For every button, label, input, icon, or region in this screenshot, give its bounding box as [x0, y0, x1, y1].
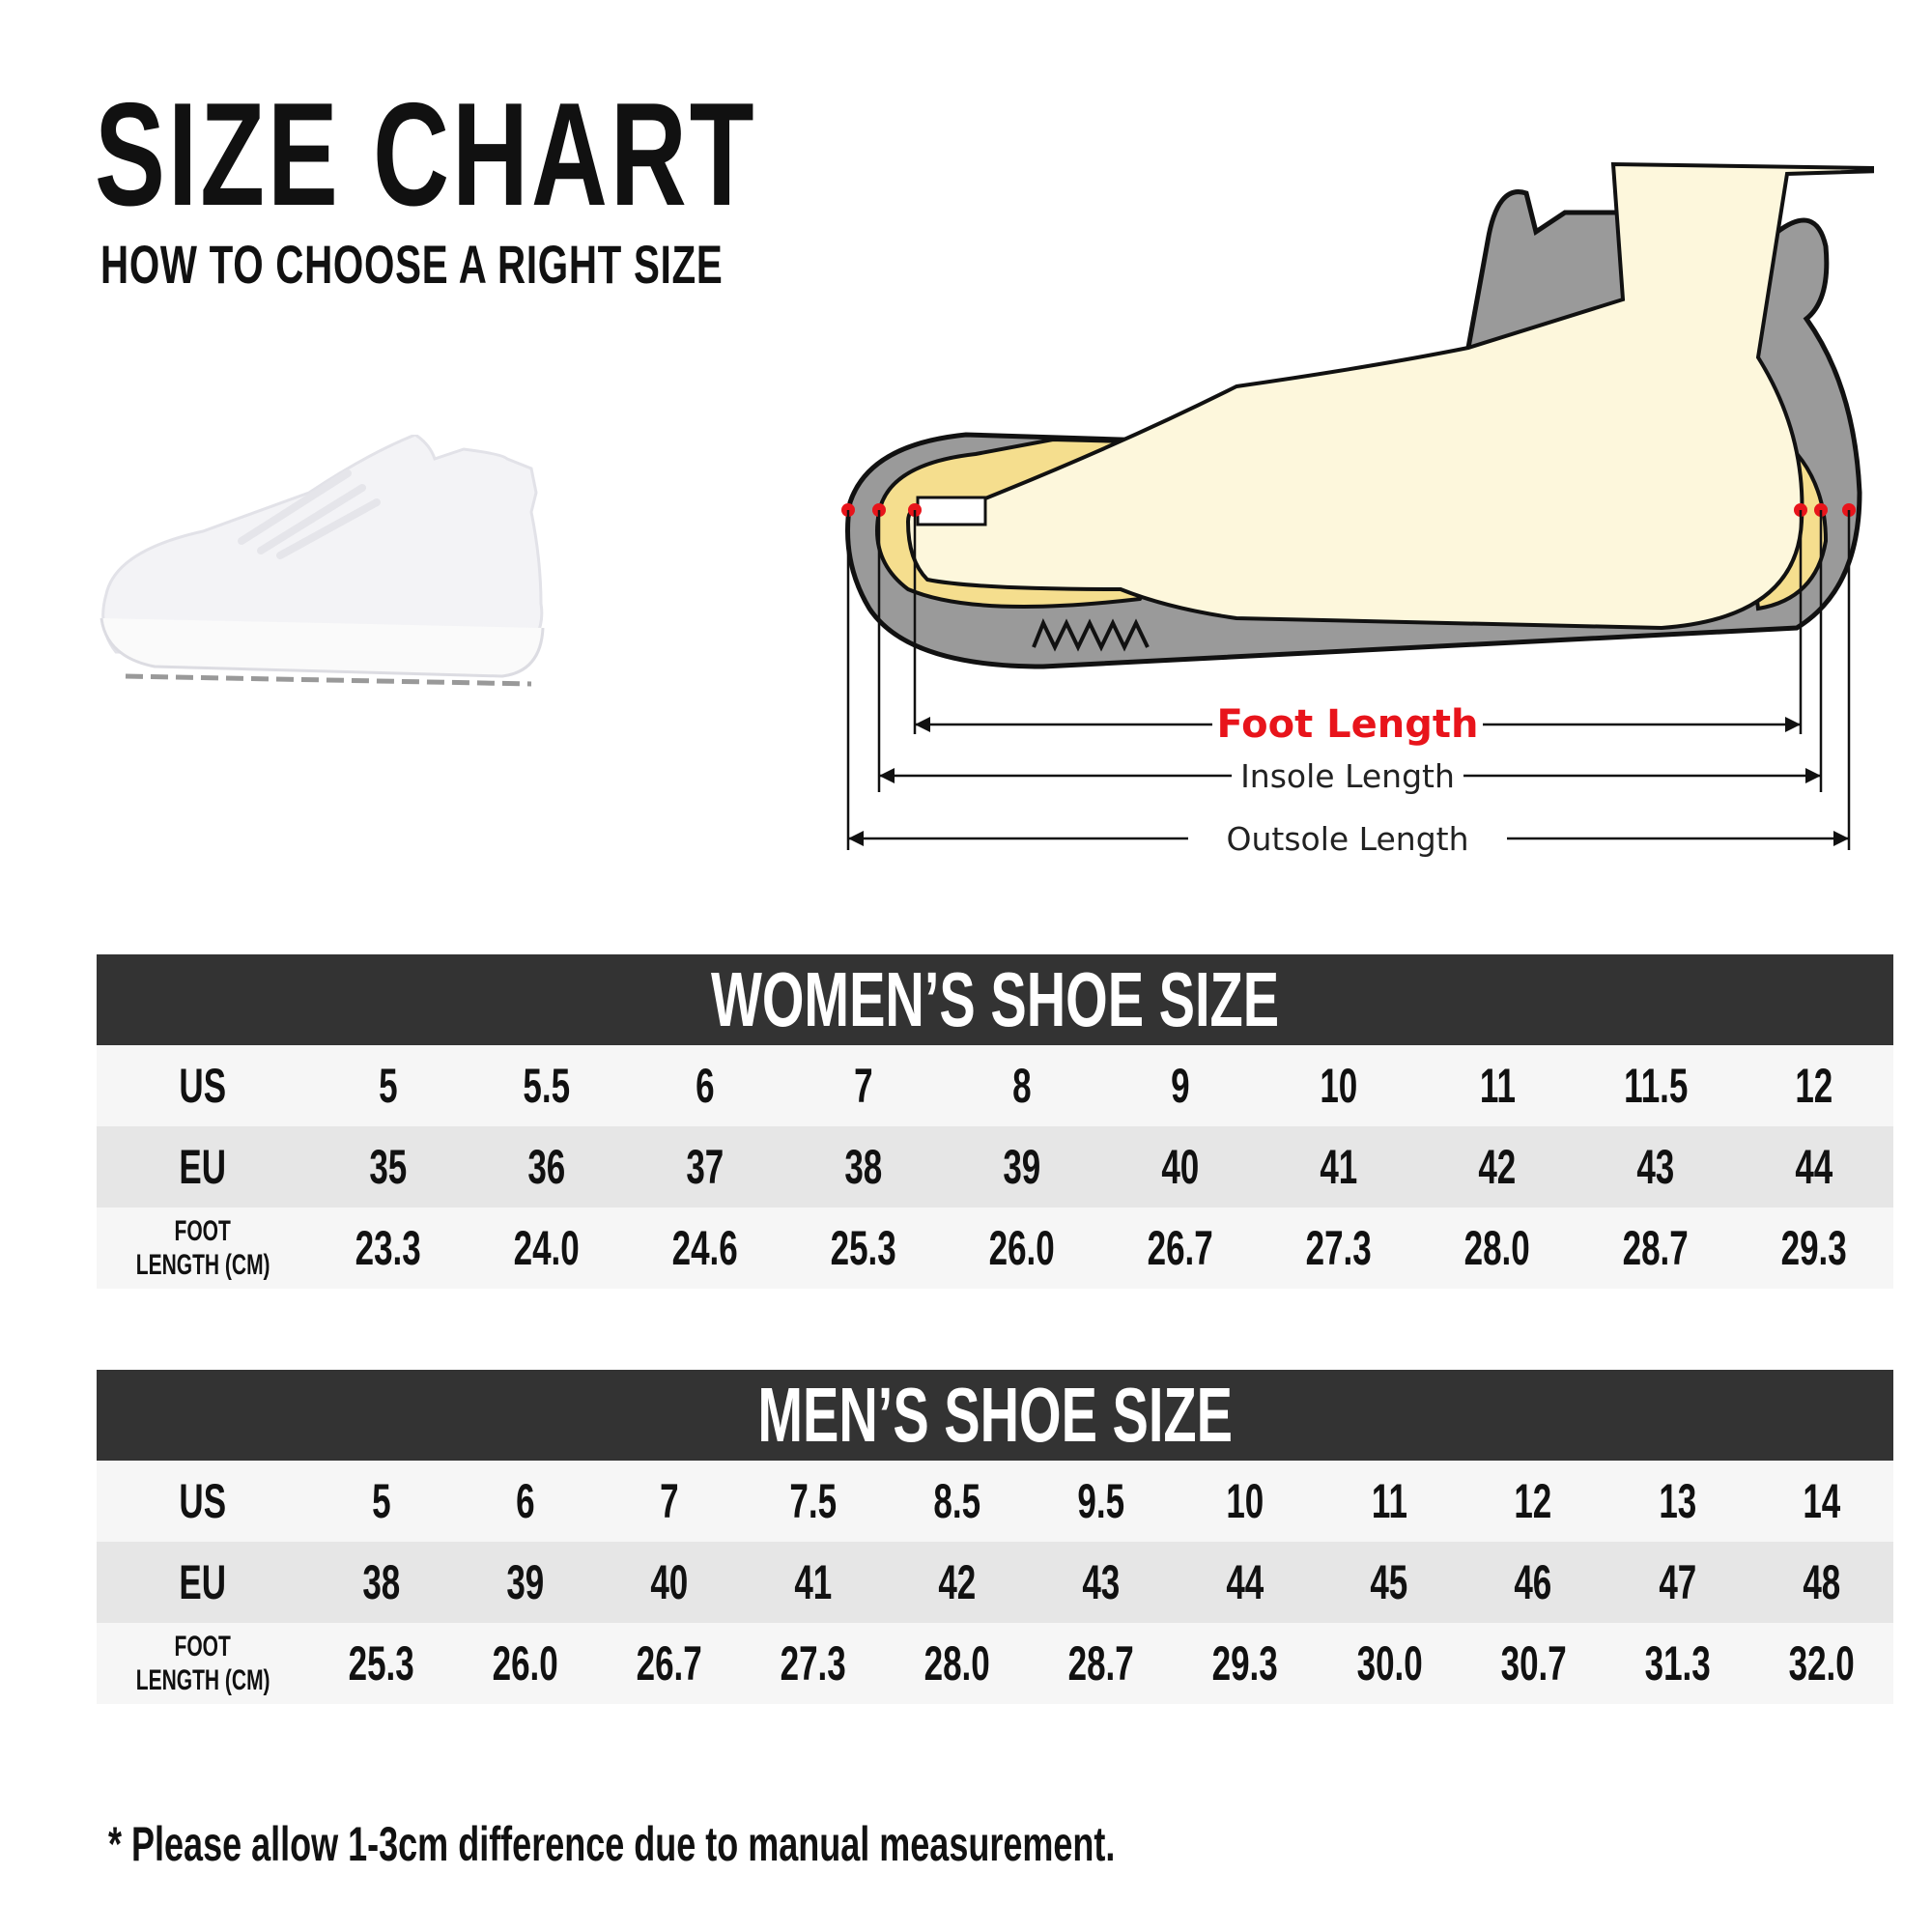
- size-cell: 26.0: [492, 1636, 558, 1690]
- size-cell: 45: [1370, 1555, 1408, 1609]
- size-cell: 23.3: [355, 1221, 422, 1275]
- size-cell: 37: [686, 1140, 724, 1194]
- size-cell: 8.5: [933, 1474, 981, 1528]
- size-cell: 13: [1658, 1474, 1696, 1528]
- womens-us-row: US 5 5.5 6 7 8 9 10 11 11.5 12: [97, 1045, 1893, 1126]
- size-cell: 14: [1803, 1474, 1840, 1528]
- foot-length-label: Foot Length: [1216, 702, 1478, 747]
- size-cell: 44: [1226, 1555, 1264, 1609]
- mens-us-row: US 5 6 7 7.5 8.5 9.5 10 11 12 13 14: [97, 1461, 1893, 1542]
- size-cell: 9: [1171, 1059, 1190, 1113]
- mens-table-title: MEN’S SHOE SIZE: [97, 1370, 1893, 1461]
- size-cell: 12: [1795, 1059, 1833, 1113]
- size-cell: 27.3: [1305, 1221, 1373, 1275]
- size-cell: 6: [515, 1474, 535, 1528]
- womens-size-table: WOMEN’S SHOE SIZE US 5 5.5 6 7 8 9 10 11 11.5 12 E…: [97, 954, 1893, 1289]
- womens-cm-row: FOOT LENGTH (CM) 23.3 24.0 24.6 25.3 26.0 26.7 2…: [97, 1208, 1893, 1289]
- size-cell: 39: [1003, 1140, 1041, 1194]
- size-cell: 28.7: [1622, 1221, 1690, 1275]
- size-cell: 11.5: [1623, 1059, 1689, 1113]
- size-cell: 24.6: [671, 1221, 739, 1275]
- size-cell: 27.3: [780, 1636, 846, 1690]
- size-cell: 29.3: [1780, 1221, 1848, 1275]
- page-title: SIZE CHART: [95, 72, 757, 237]
- size-cell: 48: [1803, 1555, 1840, 1609]
- foot-measurement-diagram: Foot Length Insole Length Outsole Length: [841, 161, 1874, 858]
- size-cell: 26.7: [1147, 1221, 1214, 1275]
- size-cell: 39: [506, 1555, 545, 1609]
- size-cell: 6: [696, 1059, 715, 1113]
- footnote: * Please allow 1-3cm difference due to m…: [108, 1817, 1116, 1871]
- size-cell: 8: [1012, 1059, 1032, 1113]
- size-cell: 42: [938, 1555, 977, 1609]
- size-cell: 36: [527, 1140, 566, 1194]
- insole-length-label: Insole Length: [1240, 757, 1455, 795]
- white-sneaker-image: [99, 435, 545, 687]
- size-cell: 46: [1514, 1555, 1552, 1609]
- mens-cm-row: FOOT LENGTH (CM) 25.3 26.0 26.7 27.3 28.0 28.7 2…: [97, 1623, 1893, 1704]
- size-cell: 40: [650, 1555, 689, 1609]
- size-cell: 32.0: [1788, 1636, 1855, 1690]
- size-cell: 9.5: [1077, 1474, 1125, 1528]
- size-cell: 25.3: [830, 1221, 897, 1275]
- womens-eu-row: EU 35 36 37 38 39 40 41 42 43 44: [97, 1126, 1893, 1208]
- size-cell: 38: [362, 1555, 401, 1609]
- size-cell: 41: [1320, 1140, 1358, 1194]
- size-cell: 38: [844, 1140, 883, 1194]
- size-cell: 28.0: [1463, 1221, 1531, 1275]
- size-cell: 44: [1795, 1140, 1833, 1194]
- size-cell: 11: [1371, 1474, 1407, 1528]
- size-cell: 28.0: [923, 1636, 990, 1690]
- size-cell: 12: [1514, 1474, 1552, 1528]
- size-cell: 43: [1082, 1555, 1121, 1609]
- size-cell: 40: [1161, 1140, 1200, 1194]
- size-cell: 26.0: [988, 1221, 1056, 1275]
- size-cell: 28.7: [1067, 1636, 1135, 1690]
- mens-eu-row: EU 38 39 40 41 42 43 44 45 46 47 48: [97, 1542, 1893, 1623]
- size-cell: 26.7: [636, 1636, 702, 1690]
- outsole-length-label: Outsole Length: [1227, 820, 1469, 858]
- size-cell: 30.7: [1500, 1636, 1567, 1690]
- size-cell: 7: [854, 1059, 873, 1113]
- size-cell: 5: [371, 1474, 391, 1528]
- size-cell: 30.0: [1356, 1636, 1423, 1690]
- size-cell: 25.3: [348, 1636, 414, 1690]
- size-cell: 7.5: [789, 1474, 838, 1528]
- size-cell: 47: [1658, 1555, 1696, 1609]
- size-cell: 24.0: [513, 1221, 581, 1275]
- size-cell: 41: [794, 1555, 833, 1609]
- size-cell: 5: [379, 1059, 398, 1113]
- size-cell: 7: [660, 1474, 679, 1528]
- size-cell: 35: [369, 1140, 408, 1194]
- size-cell: 10: [1226, 1474, 1264, 1528]
- size-cell: 5.5: [523, 1059, 571, 1113]
- size-cell: 42: [1478, 1140, 1517, 1194]
- size-cell: 10: [1320, 1059, 1358, 1113]
- size-cell: 11: [1479, 1059, 1516, 1113]
- size-cell: 31.3: [1644, 1636, 1711, 1690]
- womens-table-title: WOMEN’S SHOE SIZE: [97, 954, 1893, 1045]
- mens-size-table: MEN’S SHOE SIZE US 5 6 7 7.5 8.5 9.5 10 11 12 13 14…: [97, 1370, 1893, 1704]
- size-cell: 29.3: [1212, 1636, 1279, 1690]
- size-cell: 43: [1636, 1140, 1675, 1194]
- page-subtitle: HOW TO CHOOSE A RIGHT SIZE: [100, 234, 724, 295]
